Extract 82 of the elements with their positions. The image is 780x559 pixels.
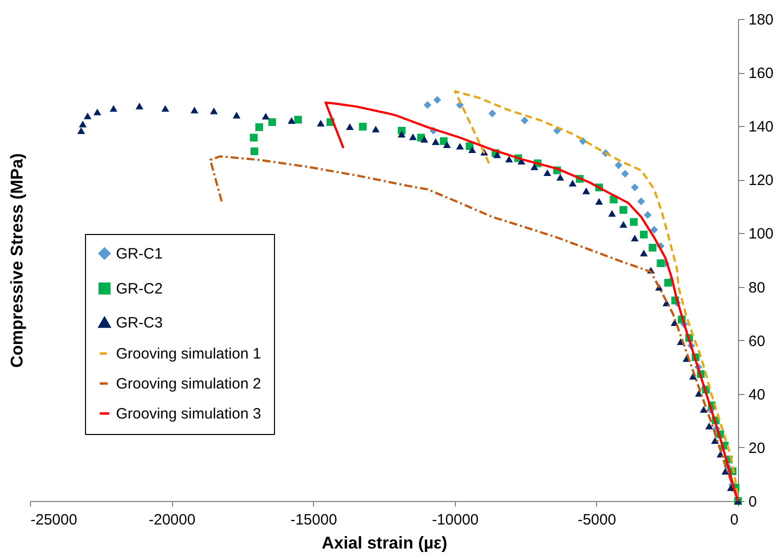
point	[644, 211, 652, 219]
point	[136, 102, 144, 110]
point	[232, 112, 240, 118]
legend-label: GR-C1	[116, 246, 163, 262]
point	[621, 170, 629, 178]
point	[456, 142, 464, 150]
point	[640, 230, 648, 238]
point	[650, 226, 658, 234]
point	[630, 234, 639, 242]
point	[595, 198, 603, 205]
legend-label: Grooving simulation 3	[116, 406, 262, 422]
x-tick-label: -15000	[290, 512, 338, 528]
point	[530, 163, 538, 170]
point	[488, 110, 496, 118]
legend-label: Grooving simulation 1	[116, 346, 262, 362]
x-tick-label: 0	[730, 512, 738, 528]
point	[433, 96, 442, 104]
point	[505, 156, 513, 162]
point	[161, 105, 170, 112]
point	[268, 118, 276, 126]
point	[210, 107, 218, 114]
point	[93, 108, 102, 116]
point	[424, 101, 432, 109]
legend-label: Grooving simulation 2	[116, 376, 262, 392]
point	[705, 422, 714, 430]
point	[640, 250, 648, 256]
point	[700, 406, 708, 413]
y-tick-label: 160	[748, 65, 774, 82]
x-tick-label: -25000	[30, 512, 78, 528]
point	[77, 127, 86, 134]
point	[543, 169, 552, 176]
x-tick-label: -20000	[148, 512, 196, 528]
point	[656, 259, 664, 268]
point	[608, 210, 616, 217]
point	[294, 116, 302, 124]
y-tick-label: 100	[748, 226, 774, 243]
point	[582, 188, 590, 194]
y-tick-label: 40	[748, 386, 766, 404]
y-tick-label: 120	[748, 172, 774, 190]
point	[630, 218, 638, 226]
x-tick-label: -5000	[578, 512, 616, 528]
point	[432, 138, 440, 145]
point	[262, 112, 270, 120]
point	[440, 137, 448, 145]
point	[711, 437, 719, 444]
point	[637, 197, 646, 206]
point	[648, 244, 656, 252]
point	[468, 146, 476, 154]
y-tick-label: 180	[748, 12, 774, 28]
point	[568, 180, 576, 186]
point	[255, 123, 264, 132]
point	[420, 136, 428, 143]
y-tick-label: 140	[748, 118, 774, 136]
point	[84, 112, 92, 120]
legend-label: GR-C3	[116, 314, 163, 332]
y-tick-label: 20	[748, 440, 766, 457]
point	[620, 221, 628, 228]
point	[78, 120, 87, 128]
point	[556, 174, 564, 181]
point	[614, 161, 622, 170]
y-axis-title: Compressive Stress (MPa)	[8, 153, 26, 368]
y-tick-label: 60	[748, 332, 766, 350]
point	[620, 206, 628, 214]
point	[520, 116, 529, 124]
point	[190, 106, 198, 114]
point	[288, 117, 296, 124]
legend-label: GR-C2	[116, 280, 163, 298]
point	[346, 123, 354, 130]
y-tick-label: 0	[748, 494, 757, 510]
point	[316, 120, 325, 127]
x-tick-label: -10000	[432, 512, 479, 528]
x-axis-title: Axial strain (µε)	[322, 534, 448, 552]
point	[110, 105, 118, 112]
y-tick-label: 80	[748, 279, 766, 296]
point	[409, 133, 417, 140]
point	[358, 122, 367, 131]
point	[398, 130, 406, 138]
point	[630, 184, 639, 192]
point	[250, 147, 258, 156]
point	[443, 141, 451, 148]
point	[250, 134, 258, 142]
point	[372, 126, 380, 132]
